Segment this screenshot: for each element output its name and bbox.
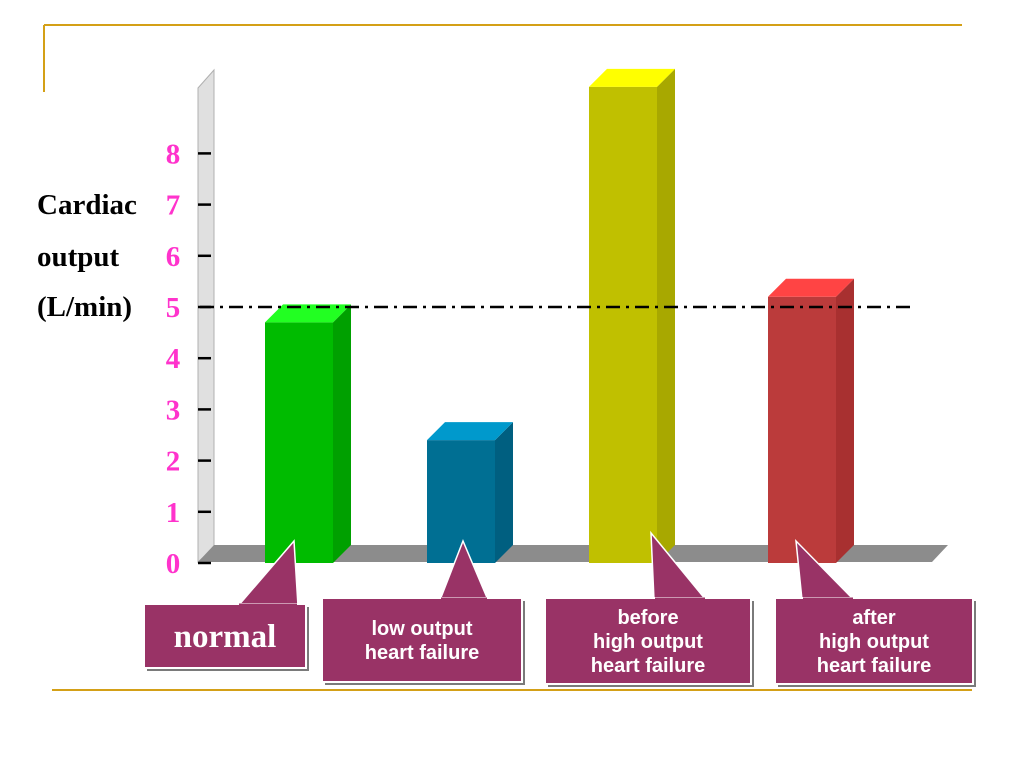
y-tick-label: 4 <box>166 343 181 375</box>
bar-front <box>589 86 657 563</box>
callout-box <box>143 603 307 669</box>
y-tick-label: 8 <box>166 138 181 170</box>
y-tick-label: 3 <box>166 394 181 426</box>
bar-side <box>495 422 513 563</box>
bar-side <box>333 304 351 563</box>
bar-side <box>657 68 675 563</box>
category-label: heart failure <box>591 655 705 677</box>
chart-back-wall <box>197 68 215 564</box>
category-label: high output <box>593 631 703 653</box>
category-label: before <box>617 607 678 629</box>
callout-box <box>321 597 523 683</box>
bar-front <box>265 322 333 563</box>
category-label: high output <box>819 631 929 653</box>
bar-top <box>265 304 351 323</box>
y-tick-label: 7 <box>166 190 181 222</box>
callout-box <box>544 597 752 685</box>
callout-pointer <box>650 530 708 601</box>
y-tick-label: 6 <box>166 241 181 273</box>
bar-side <box>836 278 854 563</box>
bar-top <box>768 278 854 297</box>
y-axis-label-line-2: output <box>37 241 120 273</box>
bar-front <box>768 296 836 563</box>
y-tick-label: 2 <box>166 446 181 478</box>
bars <box>265 68 854 563</box>
y-axis-label-line-1: Cardiac <box>37 189 137 221</box>
y-axis-label-line-3: (L/min) <box>37 291 132 323</box>
category-label: after <box>852 607 896 629</box>
bar-top <box>589 68 675 87</box>
callout-box <box>774 597 974 685</box>
category-label: normal <box>174 619 277 655</box>
category-label: low output <box>371 618 472 640</box>
category-label: heart failure <box>817 655 931 677</box>
bar-top <box>427 422 513 441</box>
bar-front <box>427 440 495 563</box>
y-tick-label: 0 <box>166 548 181 580</box>
y-axis-ticks: 0 1 2 3 4 5 6 7 8 <box>166 138 211 580</box>
chart-floor <box>198 545 948 562</box>
y-axis-label: Cardiac output (L/min) <box>37 189 144 323</box>
category-label: heart failure <box>365 642 479 664</box>
y-tick-label: 1 <box>166 497 181 529</box>
y-tick-label: 5 <box>166 292 181 324</box>
